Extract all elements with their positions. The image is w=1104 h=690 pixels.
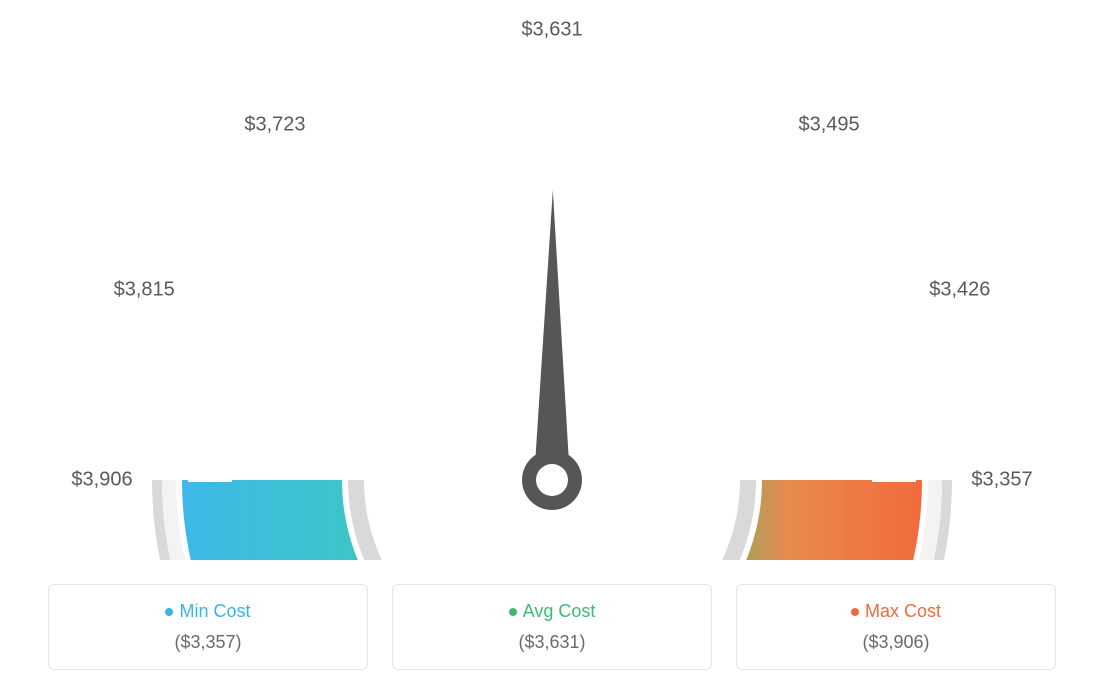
legend-max-label: Max Cost (865, 601, 941, 621)
legend-avg-label: Avg Cost (523, 601, 596, 621)
gauge-tick-label: $3,631 (521, 19, 582, 42)
legend-max-title: Max Cost (757, 601, 1035, 622)
gauge-tick-label: $3,495 (798, 114, 859, 137)
legend-min-title: Min Cost (69, 601, 347, 622)
legend-avg-title: Avg Cost (413, 601, 691, 622)
legend-row: Min Cost ($3,357) Avg Cost ($3,631) Max … (0, 584, 1104, 670)
dot-icon (165, 608, 173, 616)
gauge-tick-label: $3,815 (114, 278, 175, 301)
gauge-container: $3,357 $3,426 $3,495 $3,631 $3,723 $3,815 $3,9… (0, 0, 1104, 560)
dot-icon (509, 608, 517, 616)
legend-min-value: ($3,357) (69, 632, 347, 653)
gauge-tick-label: $3,906 (71, 469, 132, 492)
legend-min-box: Min Cost ($3,357) (48, 584, 368, 670)
legend-max-box: Max Cost ($3,906) (736, 584, 1056, 670)
gauge-tick-label: $3,723 (244, 114, 305, 137)
legend-max-value: ($3,906) (757, 632, 1035, 653)
legend-min-label: Min Cost (179, 601, 250, 621)
gauge-tick-label: $3,357 (971, 469, 1032, 492)
dot-icon (851, 608, 859, 616)
legend-avg-box: Avg Cost ($3,631) (392, 584, 712, 670)
legend-avg-value: ($3,631) (413, 632, 691, 653)
gauge-tick-label: $3,426 (929, 278, 990, 301)
